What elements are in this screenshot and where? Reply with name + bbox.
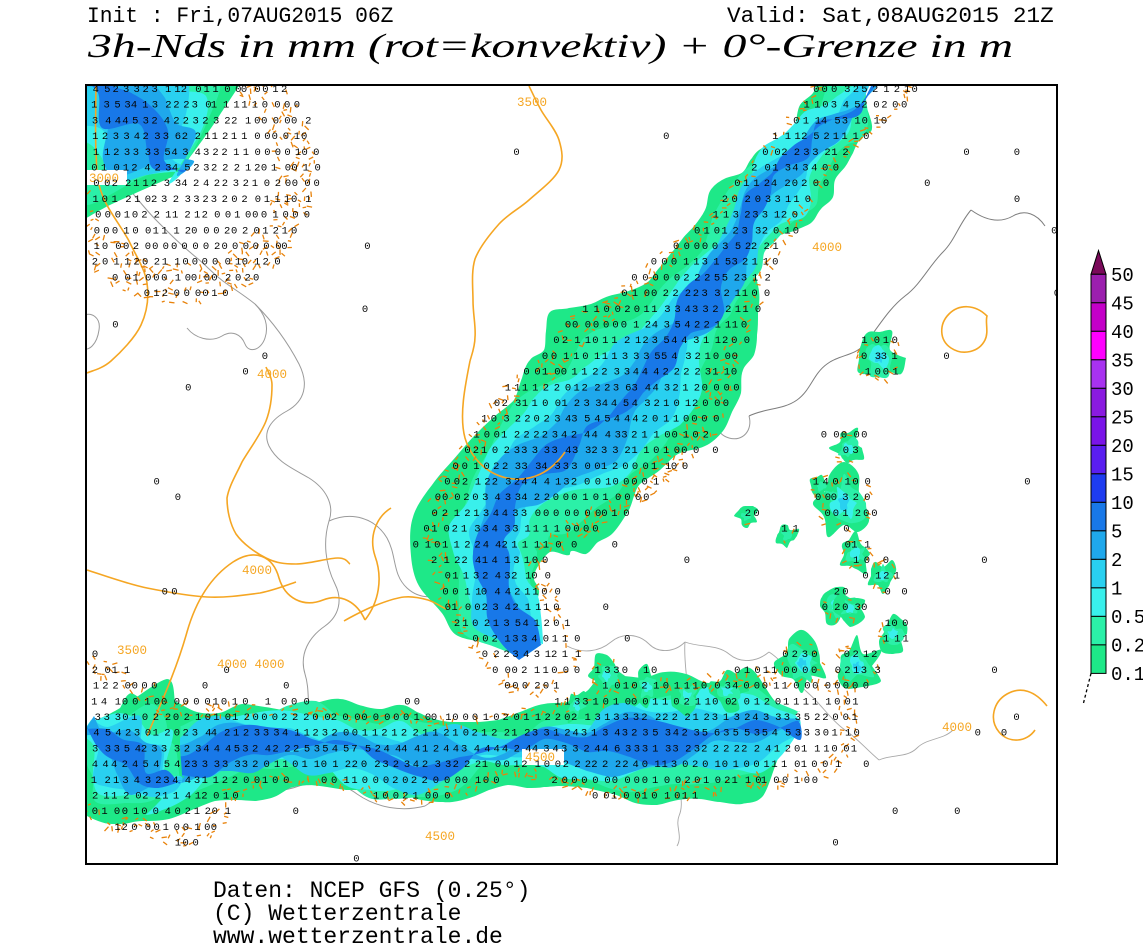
svg-text:35: 35 xyxy=(1111,351,1134,373)
svg-text:30: 30 xyxy=(1111,379,1134,401)
svg-text:1: 1 xyxy=(1111,579,1122,601)
svg-text:2: 2 xyxy=(1111,550,1122,572)
svg-text:15: 15 xyxy=(1111,465,1134,487)
svg-text:10: 10 xyxy=(1111,493,1134,515)
svg-text:25: 25 xyxy=(1111,408,1134,430)
svg-text:50: 50 xyxy=(1111,265,1134,287)
svg-text:0.5: 0.5 xyxy=(1111,607,1143,629)
svg-text:40: 40 xyxy=(1111,322,1134,344)
svg-text:20: 20 xyxy=(1111,436,1134,458)
svg-text:0.2: 0.2 xyxy=(1111,636,1143,658)
svg-text:5: 5 xyxy=(1111,522,1122,544)
svg-text:45: 45 xyxy=(1111,294,1134,316)
svg-text:0.1: 0.1 xyxy=(1111,664,1143,686)
